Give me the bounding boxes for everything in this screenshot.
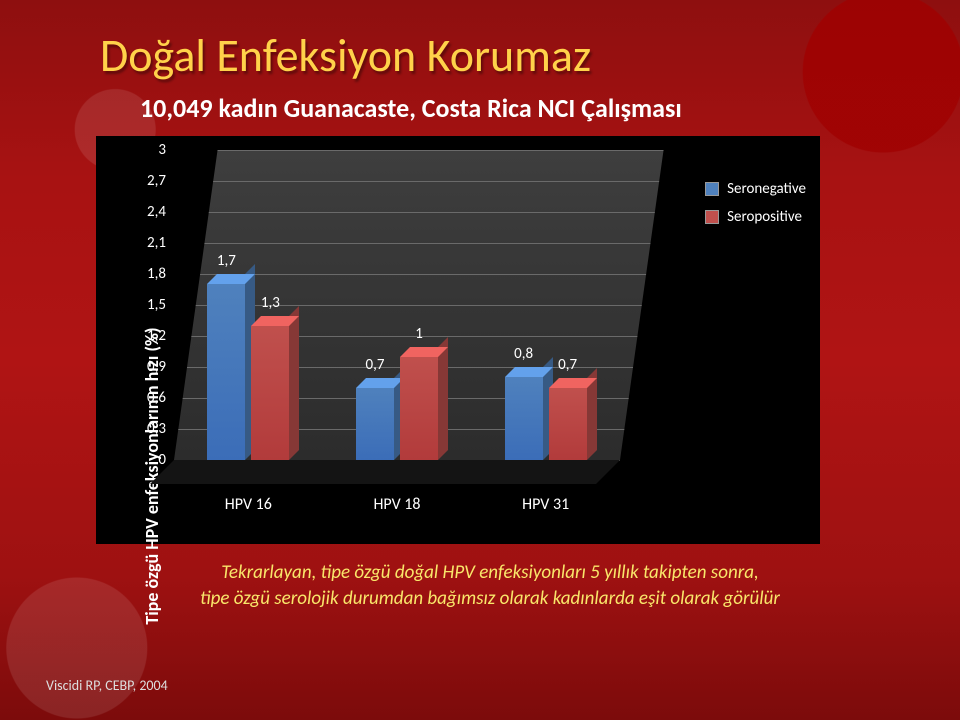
chart-plot: 00,30,60,91,21,51,82,12,42,73HPV 161,71,… xyxy=(174,150,620,484)
legend-swatch xyxy=(705,182,719,196)
y-tick-label: 2,1 xyxy=(122,234,166,252)
bar-value-label: 1,3 xyxy=(261,294,280,312)
bar: 1,7 xyxy=(207,284,245,460)
bar: 1 xyxy=(400,357,438,460)
gridline xyxy=(204,243,650,244)
bar-value-label: 0,8 xyxy=(514,345,533,363)
bar: 1,3 xyxy=(251,326,289,460)
y-tick-label: 0,6 xyxy=(122,389,166,407)
slide: Doğal Enfeksiyon Korumaz 10,049 kadın Gu… xyxy=(0,0,960,720)
bar-value-label: 0,7 xyxy=(366,356,385,374)
legend-label: Seropositive xyxy=(727,208,802,226)
chart-container: Tipe özgü HPV enfeksiyonlarının hızı (%)… xyxy=(96,136,820,544)
footnote-line2: tipe özgü serolojik durumdan bağımsız ol… xyxy=(200,587,780,610)
legend-label: Seronegative xyxy=(727,180,806,198)
bar: 0,7 xyxy=(356,388,394,460)
legend-item: Seronegative xyxy=(705,180,806,198)
y-tick-label: 3 xyxy=(122,141,166,159)
legend-swatch xyxy=(705,210,719,224)
page-title: Doğal Enfeksiyon Korumaz xyxy=(100,28,591,84)
citation: Viscidi RP, CEBP, 2004 xyxy=(46,677,168,694)
bar-value-label: 1,7 xyxy=(217,252,236,270)
subtitle: 10,049 kadın Guanacaste, Costa Rica NCI … xyxy=(140,92,682,124)
bar-value-label: 1 xyxy=(415,325,423,343)
y-tick-label: 2,4 xyxy=(122,203,166,221)
footnote: Tekrarlayan, tipe özgü doğal HPV enfeksi… xyxy=(100,560,880,611)
legend-item: Seropositive xyxy=(705,208,806,226)
gridline xyxy=(200,274,646,275)
y-tick-label: 1,5 xyxy=(122,296,166,314)
chart-floor xyxy=(150,460,620,484)
x-tick-label: HPV 18 xyxy=(337,495,457,514)
y-tick-label: 2,7 xyxy=(122,172,166,190)
gridline xyxy=(217,150,663,151)
bar-value-label: 0,7 xyxy=(558,356,577,374)
gridline xyxy=(209,212,655,213)
y-tick-label: 1,8 xyxy=(122,265,166,283)
y-tick-label: 1,2 xyxy=(122,327,166,345)
x-tick-label: HPV 16 xyxy=(188,495,308,514)
y-tick-label: 0 xyxy=(122,451,166,469)
x-tick-label: HPV 31 xyxy=(486,495,606,514)
y-tick-label: 0,9 xyxy=(122,358,166,376)
gridline xyxy=(213,181,659,182)
legend: Seronegative Seropositive xyxy=(705,180,806,236)
bar: 0,7 xyxy=(549,388,587,460)
y-tick-label: 0,3 xyxy=(122,420,166,438)
footnote-line1: Tekrarlayan, tipe özgü doğal HPV enfeksi… xyxy=(221,561,758,584)
bar: 0,8 xyxy=(505,377,543,460)
